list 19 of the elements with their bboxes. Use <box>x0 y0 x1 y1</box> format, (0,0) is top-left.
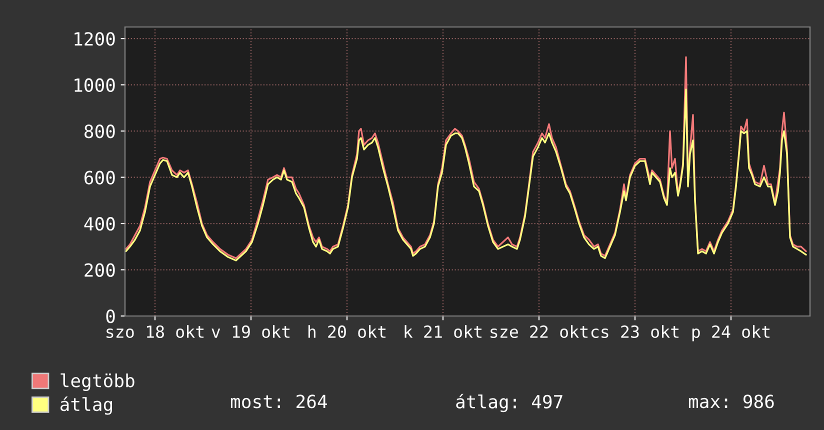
y-tick-label: 1200 <box>74 32 115 46</box>
y-tick-label: 400 <box>84 217 115 231</box>
text: átlag: 497 <box>456 394 562 412</box>
y-tick-label: 800 <box>84 124 115 138</box>
legend-label: átlag <box>60 396 112 415</box>
legend-label: legtöbb <box>60 373 134 392</box>
x-tick-label: szo 18 okt <box>106 325 204 338</box>
y-tick-label: 600 <box>84 170 115 184</box>
x-tick-label: k 21 okt <box>404 325 482 338</box>
text: max: 986 <box>688 394 774 408</box>
text: most: 264 <box>230 394 327 408</box>
x-tick-label: sze 22 okt <box>490 325 588 338</box>
y-tick-label: 1000 <box>74 78 115 92</box>
x-tick-label: v 19 okt <box>212 325 290 338</box>
x-tick-label: cs 23 okt <box>591 325 679 338</box>
y-tick-label: 200 <box>84 263 115 277</box>
y-tick-label: 0 <box>106 310 115 324</box>
x-tick-label: h 20 okt <box>308 325 386 338</box>
x-tick-label: p 24 okt <box>692 325 770 342</box>
